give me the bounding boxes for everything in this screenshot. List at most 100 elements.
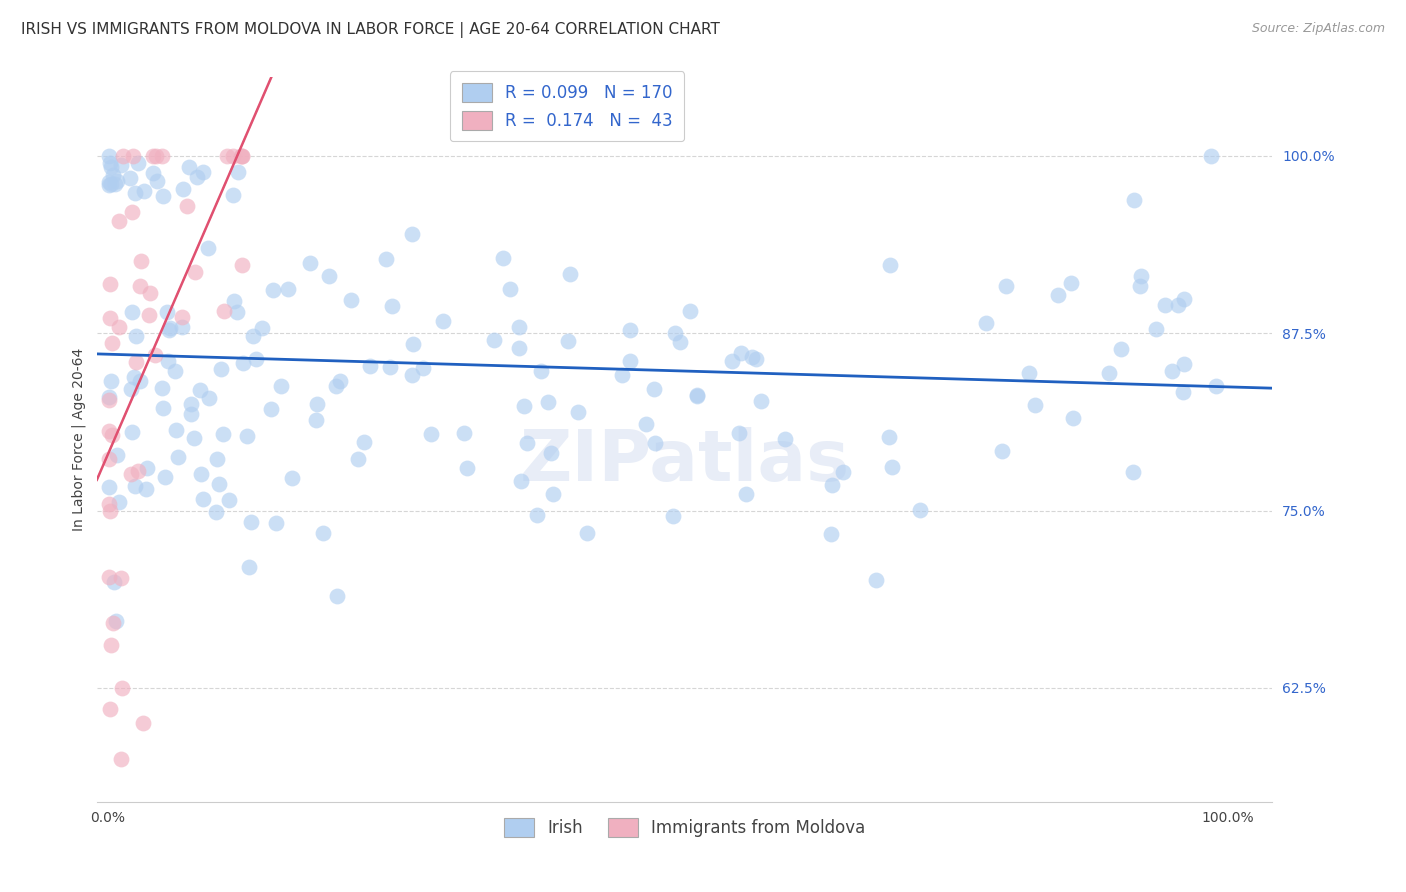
Point	[183, 431, 205, 445]
Point	[205, 505, 228, 519]
Point	[1173, 292, 1195, 306]
Point	[110, 752, 132, 766]
Point	[108, 320, 131, 334]
Point	[98, 504, 121, 518]
Point	[101, 336, 124, 351]
Point	[721, 353, 744, 368]
Point	[191, 491, 214, 506]
Point	[908, 502, 931, 516]
Point	[751, 393, 773, 408]
Point	[105, 174, 128, 188]
Point	[122, 148, 145, 162]
Point	[1144, 322, 1167, 336]
Point	[179, 160, 201, 174]
Point	[101, 615, 124, 630]
Point	[98, 390, 121, 404]
Point	[298, 256, 321, 270]
Point	[100, 638, 122, 652]
Point	[180, 397, 202, 411]
Point	[264, 516, 287, 530]
Point	[543, 486, 565, 500]
Point	[208, 476, 231, 491]
Point	[1153, 298, 1175, 312]
Point	[1171, 384, 1194, 399]
Point	[110, 571, 132, 585]
Point	[229, 148, 252, 162]
Point	[453, 425, 475, 440]
Point	[231, 258, 253, 272]
Point	[832, 465, 855, 479]
Point	[152, 189, 174, 203]
Point	[215, 148, 238, 162]
Point	[135, 482, 157, 496]
Point	[172, 182, 194, 196]
Point	[686, 389, 709, 403]
Point	[125, 329, 148, 343]
Point	[643, 383, 665, 397]
Point	[526, 508, 548, 522]
Point	[619, 323, 641, 337]
Point	[865, 573, 887, 587]
Point	[121, 425, 143, 439]
Point	[226, 305, 249, 319]
Point	[166, 450, 188, 464]
Point	[98, 479, 121, 493]
Point	[318, 268, 340, 283]
Point	[231, 148, 253, 162]
Point	[576, 525, 599, 540]
Point	[821, 478, 844, 492]
Point	[412, 360, 434, 375]
Point	[186, 169, 208, 184]
Point	[172, 310, 194, 324]
Point	[537, 394, 560, 409]
Point	[190, 467, 212, 482]
Point	[728, 426, 751, 441]
Point	[112, 148, 135, 162]
Point	[513, 399, 536, 413]
Point	[129, 278, 152, 293]
Point	[129, 374, 152, 388]
Point	[191, 164, 214, 178]
Point	[127, 464, 149, 478]
Point	[882, 459, 904, 474]
Point	[242, 328, 264, 343]
Point	[557, 334, 579, 348]
Point	[401, 227, 423, 242]
Point	[142, 148, 165, 162]
Point	[120, 382, 142, 396]
Point	[492, 251, 515, 265]
Point	[1122, 194, 1144, 208]
Point	[104, 614, 127, 628]
Point	[132, 716, 155, 731]
Point	[155, 470, 177, 484]
Point	[339, 293, 361, 307]
Point	[1024, 398, 1046, 412]
Point	[98, 310, 121, 325]
Point	[218, 492, 240, 507]
Point	[280, 470, 302, 484]
Point	[165, 423, 187, 437]
Point	[1122, 465, 1144, 479]
Point	[100, 374, 122, 388]
Point	[176, 199, 198, 213]
Point	[118, 171, 141, 186]
Point	[224, 293, 246, 308]
Point	[226, 165, 249, 179]
Point	[238, 560, 260, 574]
Point	[509, 474, 531, 488]
Point	[305, 397, 328, 411]
Point	[98, 149, 121, 163]
Point	[1129, 269, 1152, 284]
Point	[401, 368, 423, 382]
Point	[121, 305, 143, 319]
Point	[1201, 148, 1223, 162]
Point	[1018, 366, 1040, 380]
Point	[499, 283, 522, 297]
Point	[98, 497, 121, 511]
Point	[188, 384, 211, 398]
Point	[231, 148, 253, 162]
Point	[100, 160, 122, 174]
Point	[995, 279, 1018, 293]
Point	[1109, 342, 1132, 356]
Text: Source: ZipAtlas.com: Source: ZipAtlas.com	[1251, 22, 1385, 36]
